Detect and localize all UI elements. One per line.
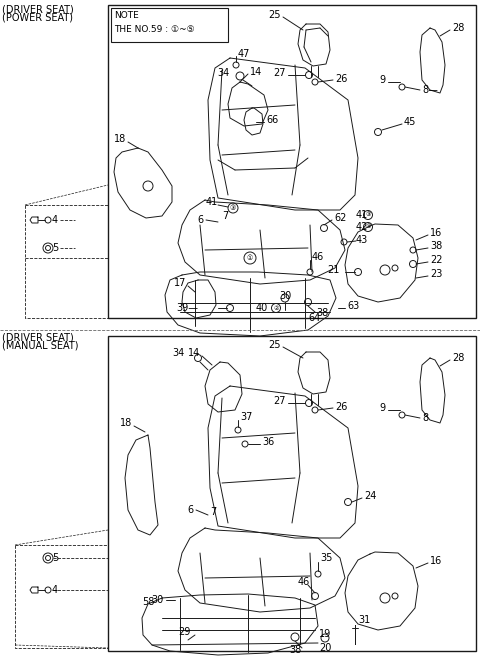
Text: NOTE: NOTE (114, 12, 139, 20)
Text: ④: ④ (365, 224, 371, 230)
Text: 17: 17 (174, 278, 186, 288)
Text: 29: 29 (178, 627, 191, 637)
Text: 9: 9 (380, 403, 386, 413)
Bar (111, 8, 228, 42)
Bar (108, 336, 476, 651)
Text: 34: 34 (173, 348, 185, 358)
Text: 24: 24 (364, 491, 376, 501)
Text: 38: 38 (316, 308, 328, 318)
Text: 40: 40 (256, 303, 268, 313)
Text: 19: 19 (319, 629, 331, 639)
Text: 18: 18 (114, 134, 126, 144)
Text: 66: 66 (266, 115, 278, 125)
Text: 41: 41 (206, 197, 218, 207)
Text: 26: 26 (335, 74, 348, 84)
Text: 27: 27 (274, 68, 286, 78)
Text: 22: 22 (430, 255, 443, 265)
Text: (DRIVER SEAT): (DRIVER SEAT) (2, 4, 74, 14)
Text: 41: 41 (356, 210, 368, 220)
Text: 7: 7 (222, 211, 228, 221)
Text: (DRIVER SEAT): (DRIVER SEAT) (2, 332, 74, 342)
Text: 39—: 39— (176, 303, 198, 313)
Text: 21: 21 (328, 265, 340, 275)
Text: 46: 46 (312, 252, 324, 262)
Text: ③: ③ (230, 205, 236, 211)
Text: 46: 46 (298, 577, 310, 587)
Text: 38: 38 (289, 645, 301, 655)
Text: (MANUAL SEAT): (MANUAL SEAT) (2, 341, 79, 351)
Text: 34: 34 (218, 68, 230, 78)
Text: 42: 42 (356, 222, 368, 232)
Text: 30: 30 (152, 595, 164, 605)
Text: 37: 37 (240, 412, 252, 422)
Text: 63: 63 (347, 301, 359, 311)
Text: 45: 45 (404, 117, 416, 127)
Text: 25: 25 (268, 340, 281, 350)
Text: 27: 27 (274, 396, 286, 406)
Text: 25: 25 (268, 10, 281, 20)
Text: 8—: 8— (422, 85, 438, 95)
Text: 6: 6 (198, 215, 204, 225)
Text: 26: 26 (335, 402, 348, 412)
Text: 31: 31 (358, 615, 370, 625)
Text: 36: 36 (262, 437, 274, 447)
Text: 4: 4 (52, 585, 58, 595)
Text: 14: 14 (250, 67, 262, 77)
Text: 28: 28 (452, 23, 464, 33)
Text: 35: 35 (320, 553, 332, 563)
Text: 30: 30 (279, 291, 291, 301)
Text: 4: 4 (52, 215, 58, 225)
Text: 43: 43 (356, 235, 368, 245)
Text: 18: 18 (120, 418, 132, 428)
Text: 16: 16 (430, 228, 442, 238)
Text: 8: 8 (422, 413, 428, 423)
Text: 23: 23 (430, 269, 443, 279)
Text: 28: 28 (452, 353, 464, 363)
Text: 58: 58 (143, 597, 155, 607)
Text: ②: ② (273, 306, 279, 310)
Text: 14: 14 (188, 348, 200, 358)
Text: 62: 62 (334, 213, 347, 223)
Text: ①: ① (247, 255, 253, 261)
Text: ③: ③ (365, 213, 371, 218)
Text: 20: 20 (319, 643, 331, 653)
Text: 5: 5 (52, 553, 58, 563)
Text: 7: 7 (210, 507, 216, 517)
Text: THE NO.59 : ①~⑤: THE NO.59 : ①~⑤ (114, 24, 195, 33)
Text: 6: 6 (188, 505, 194, 515)
Text: 5: 5 (52, 243, 58, 253)
Text: 47: 47 (238, 49, 251, 59)
Text: 9: 9 (380, 75, 386, 85)
Text: (POWER SEAT): (POWER SEAT) (2, 13, 73, 23)
Text: 64: 64 (308, 313, 320, 323)
Text: 16: 16 (430, 556, 442, 566)
Bar (108, 5, 476, 318)
Text: 38: 38 (430, 241, 442, 251)
